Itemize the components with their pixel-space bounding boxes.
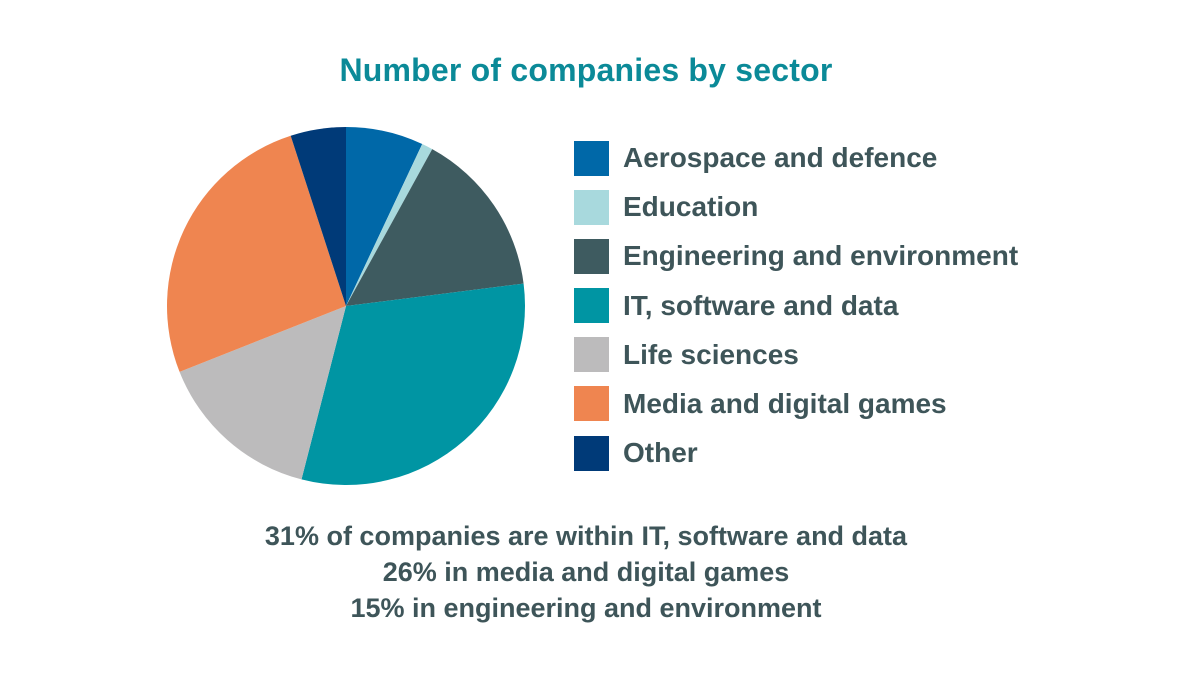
pie-slice-other [290,127,346,306]
legend-label: Other [623,437,698,469]
legend-item-life-sciences: Life sciences [574,337,1018,373]
legend: Aerospace and defence Education Engineer… [574,140,1018,484]
pie-chart [167,127,525,485]
legend-label: IT, software and data [623,289,899,321]
pie-slice-education [346,144,433,306]
legend-item-engineering: Engineering and environment [574,238,1018,274]
summary-note: 31% of companies are within IT, software… [264,521,908,551]
legend-swatch [574,238,609,274]
legend-label: Media and digital games [623,387,947,419]
legend-item-media: Media and digital games [574,386,1018,422]
legend-swatch [574,140,609,176]
legend-item-education: Education [574,189,1018,225]
summary-notes: 31% of companies are within IT, software… [0,518,1172,626]
legend-label: Education [623,191,759,223]
legend-item-other: Other [574,435,1018,471]
chart-title: Number of companies by sector [339,52,833,88]
legend-swatch [574,189,609,225]
legend-item-aerospace: Aerospace and defence [574,140,1018,176]
pie-slice-media-and-digital-games [167,135,346,372]
legend-swatch [574,288,609,324]
legend-label: Aerospace and defence [623,142,938,173]
summary-note: 15% in engineering and environment [350,593,822,623]
pie-slice-engineering-and-environment [346,149,524,306]
legend-swatch [574,337,609,373]
legend-swatch [574,386,609,422]
legend-label: Engineering and environment [623,240,1019,272]
legend-item-it: IT, software and data [574,288,1018,324]
legend-label: Life sciences [623,338,799,370]
legend-swatch [574,435,609,471]
summary-note: 26% in media and digital games [382,557,790,587]
pie-slice-aerospace-and-defence [346,127,423,306]
pie-slice-life-sciences [179,306,346,480]
pie-slice-it-software-and-data [301,283,525,485]
